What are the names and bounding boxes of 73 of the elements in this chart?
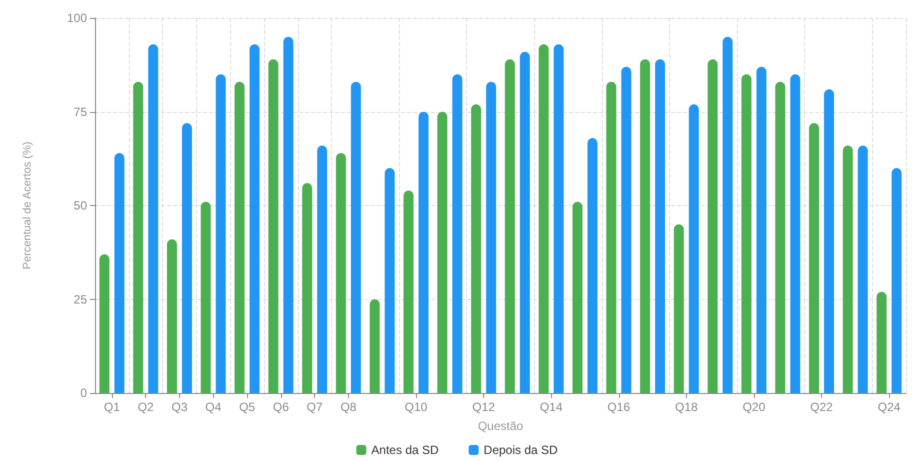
bar (621, 66, 632, 393)
x-tick-label: Q22 (810, 400, 834, 414)
bar (99, 254, 110, 393)
bar (756, 66, 766, 393)
bar (674, 224, 684, 393)
bar (688, 104, 699, 393)
x-tick-label: Q20 (742, 400, 766, 414)
bar (790, 74, 800, 393)
bar (741, 74, 752, 393)
bar (148, 44, 158, 393)
x-axis-title: Questão (478, 419, 524, 433)
bar (133, 82, 144, 393)
bar (166, 239, 177, 393)
bar (722, 36, 733, 393)
bar (486, 82, 496, 393)
bar (384, 168, 395, 393)
y-axis-title: Percentual de Acertos (%) (22, 142, 34, 270)
bar (418, 112, 429, 393)
x-tick-label: Q14 (540, 400, 563, 414)
bar (858, 146, 868, 393)
bar (452, 74, 462, 393)
bar (200, 202, 211, 393)
y-tick-label: 0 (80, 386, 88, 400)
y-tick-label: 75 (74, 104, 88, 119)
bar (216, 74, 226, 393)
x-tick-label: Q8 (340, 400, 357, 414)
x-tick-label: Q1 (104, 400, 120, 414)
legend-label: Antes da SD (371, 443, 439, 457)
bar (437, 112, 448, 393)
bar (655, 59, 666, 393)
bar (404, 190, 414, 393)
x-tick-label: Q10 (404, 400, 428, 414)
bar (775, 82, 786, 393)
bar (370, 299, 380, 393)
x-tick-label: Q2 (138, 400, 154, 414)
x-tick-label: Q3 (171, 400, 188, 414)
bar (504, 59, 515, 393)
x-tick-label: Q5 (239, 400, 256, 414)
x-tick-label: Q18 (675, 400, 698, 414)
bar (892, 168, 902, 393)
bar (587, 138, 598, 393)
x-tick-label: Q6 (272, 400, 290, 414)
bar (471, 104, 482, 393)
x-tick-label: Q4 (205, 400, 222, 414)
y-tick-label: 50 (74, 198, 88, 212)
legend-label: Depois da SD (484, 443, 558, 457)
bar (114, 153, 124, 393)
bar (824, 89, 834, 393)
bar (876, 292, 887, 393)
x-tick-label: Q24 (878, 400, 901, 414)
bar (182, 123, 192, 393)
bar (708, 59, 718, 393)
bar (283, 36, 294, 393)
bar (317, 146, 328, 393)
bar (250, 44, 260, 393)
x-tick-label: Q12 (472, 400, 496, 414)
bar (554, 44, 564, 393)
y-tick-label: 100 (66, 11, 88, 25)
bar (538, 44, 549, 393)
bar (842, 146, 853, 393)
bar (606, 82, 616, 393)
bar (640, 59, 650, 393)
bar (572, 202, 582, 393)
x-tick-label: Q7 (306, 400, 323, 414)
bar (336, 153, 346, 393)
bar (234, 82, 245, 393)
bar (302, 183, 312, 393)
y-tick-label: 25 (74, 292, 88, 306)
bar (268, 59, 278, 393)
bar (520, 52, 530, 393)
bar (809, 123, 820, 393)
x-tick-label: Q16 (607, 400, 630, 414)
bar (350, 82, 361, 393)
